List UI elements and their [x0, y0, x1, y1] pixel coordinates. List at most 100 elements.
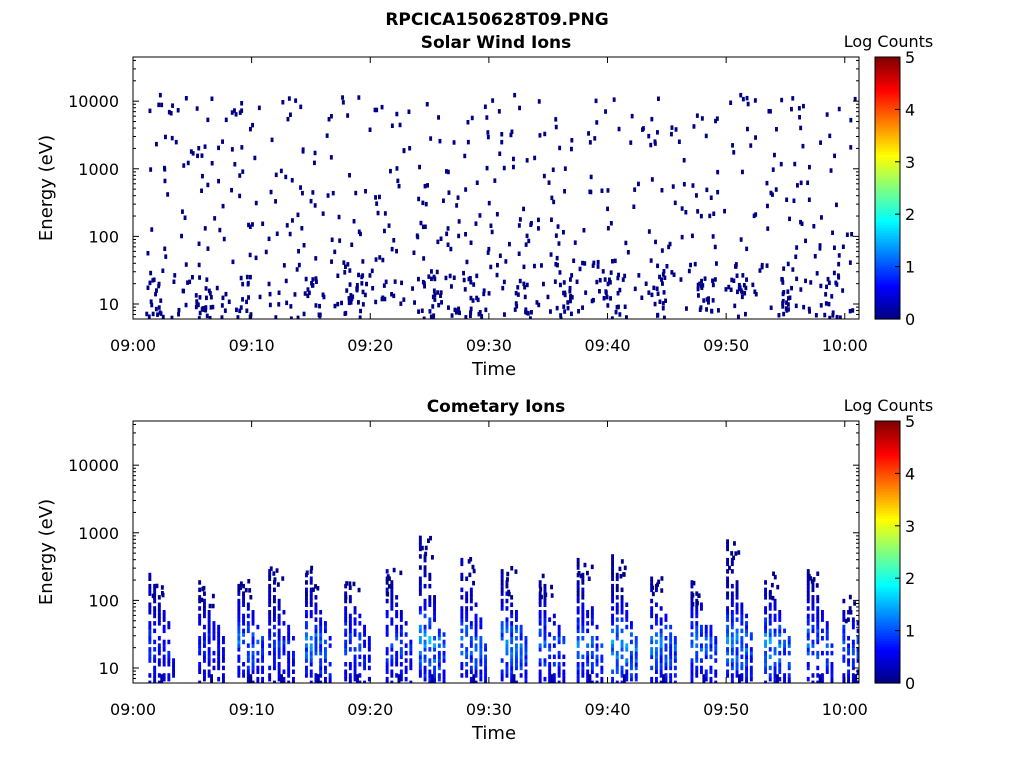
heatmap-cell	[691, 183, 695, 188]
heatmap-cell	[788, 295, 792, 300]
heatmap-cell	[210, 161, 214, 166]
heatmap-cell	[866, 670, 869, 675]
heatmap-cell	[623, 565, 627, 571]
heatmap-cell	[423, 613, 427, 619]
heatmap-cell	[157, 606, 161, 611]
heatmap-cell	[458, 310, 461, 316]
heatmap-cell	[172, 658, 175, 663]
heatmap-cell	[726, 557, 729, 563]
heatmap-cell	[622, 678, 626, 683]
colorbar-swatch	[875, 455, 900, 459]
heatmap-cell	[174, 139, 178, 145]
heatmap-cell	[700, 602, 703, 607]
heatmap-cell	[273, 610, 276, 615]
heatmap-cell	[844, 618, 848, 624]
heatmap-cell	[237, 673, 241, 678]
heatmap-cell	[206, 182, 210, 188]
heatmap-cell	[238, 308, 242, 314]
heatmap-cell	[198, 647, 202, 652]
heatmap-cell	[248, 224, 252, 229]
heatmap-cell	[695, 113, 699, 118]
heatmap-cell	[861, 636, 864, 641]
heatmap-cell	[518, 278, 522, 284]
heatmap-cell	[700, 658, 703, 663]
heatmap-cell	[158, 92, 162, 98]
heatmap-cell	[397, 678, 401, 683]
heatmap-cell	[471, 564, 475, 570]
heatmap-cell	[709, 195, 713, 200]
heatmap-cell	[634, 647, 638, 652]
heatmap-cell	[343, 270, 347, 275]
heatmap-cell	[423, 583, 427, 589]
colorbar-swatch	[875, 452, 900, 456]
heatmap-cell	[656, 130, 659, 135]
heatmap-cell	[658, 299, 662, 304]
heatmap-cell	[378, 255, 382, 260]
heatmap-cell	[268, 595, 272, 600]
heatmap-cell	[615, 576, 619, 581]
heatmap-cell	[516, 292, 520, 297]
heatmap-cell	[519, 628, 523, 634]
colorbar-swatch	[875, 101, 900, 105]
heatmap-cell	[611, 621, 614, 626]
heatmap-cell	[735, 273, 739, 278]
heatmap-cell	[348, 647, 352, 652]
heatmap-cell	[569, 298, 572, 304]
heatmap-cell	[472, 282, 476, 287]
colorbar-swatch	[875, 423, 900, 427]
heatmap-cell	[256, 650, 260, 656]
heatmap-cell	[791, 96, 795, 101]
heatmap-cell	[620, 610, 624, 615]
heatmap-cell	[242, 613, 245, 619]
heatmap-cell	[420, 308, 424, 313]
heatmap-cell	[309, 591, 313, 596]
heatmap-cell	[433, 598, 436, 604]
heatmap-cell	[319, 628, 323, 634]
colorbar-swatch	[875, 604, 900, 608]
heatmap-cell	[695, 610, 699, 615]
heatmap-cell	[157, 595, 161, 600]
heatmap-cell	[371, 286, 375, 291]
heatmap-cell	[651, 585, 655, 590]
heatmap-cell	[590, 639, 594, 645]
heatmap-cell	[703, 276, 707, 281]
heatmap-cell	[576, 680, 580, 683]
heatmap-cell	[778, 613, 782, 619]
heatmap-cell	[145, 311, 149, 317]
heatmap-cell	[778, 676, 782, 682]
heatmap-cell	[576, 662, 580, 667]
heatmap-cell	[162, 624, 166, 630]
heatmap-cell	[314, 584, 317, 589]
heatmap-cell	[595, 624, 599, 630]
heatmap-cell	[570, 295, 574, 300]
heatmap-cell	[399, 676, 403, 682]
heatmap-cell	[358, 647, 362, 652]
heatmap-cell	[726, 650, 729, 656]
colorbar-swatch	[875, 161, 900, 166]
colorbar-swatch	[875, 434, 900, 438]
heatmap-cell	[292, 662, 295, 667]
heatmap-cell	[691, 602, 695, 607]
heatmap-cell	[815, 583, 819, 588]
heatmap-cell	[620, 647, 624, 652]
heatmap-cell	[576, 598, 580, 604]
heatmap-cell	[423, 673, 427, 678]
heatmap-cell	[418, 639, 422, 645]
heatmap-cell	[581, 591, 585, 596]
colorbar-swatch	[875, 59, 900, 63]
heatmap-cell	[589, 189, 593, 195]
heatmap-cell	[764, 595, 767, 600]
heatmap-cell	[570, 138, 574, 143]
heatmap-cell	[201, 173, 204, 179]
heatmap-cell	[309, 576, 313, 581]
heatmap-cell	[287, 662, 291, 667]
heatmap-cell	[281, 100, 285, 105]
heatmap-cell	[806, 636, 810, 641]
heatmap-cell	[548, 673, 552, 678]
heatmap-cell	[167, 676, 171, 682]
heatmap-cell	[576, 669, 580, 674]
heatmap-cell	[669, 654, 673, 660]
heatmap-cell	[208, 315, 212, 319]
heatmap-cell	[558, 145, 562, 151]
heatmap-cell	[423, 183, 427, 189]
